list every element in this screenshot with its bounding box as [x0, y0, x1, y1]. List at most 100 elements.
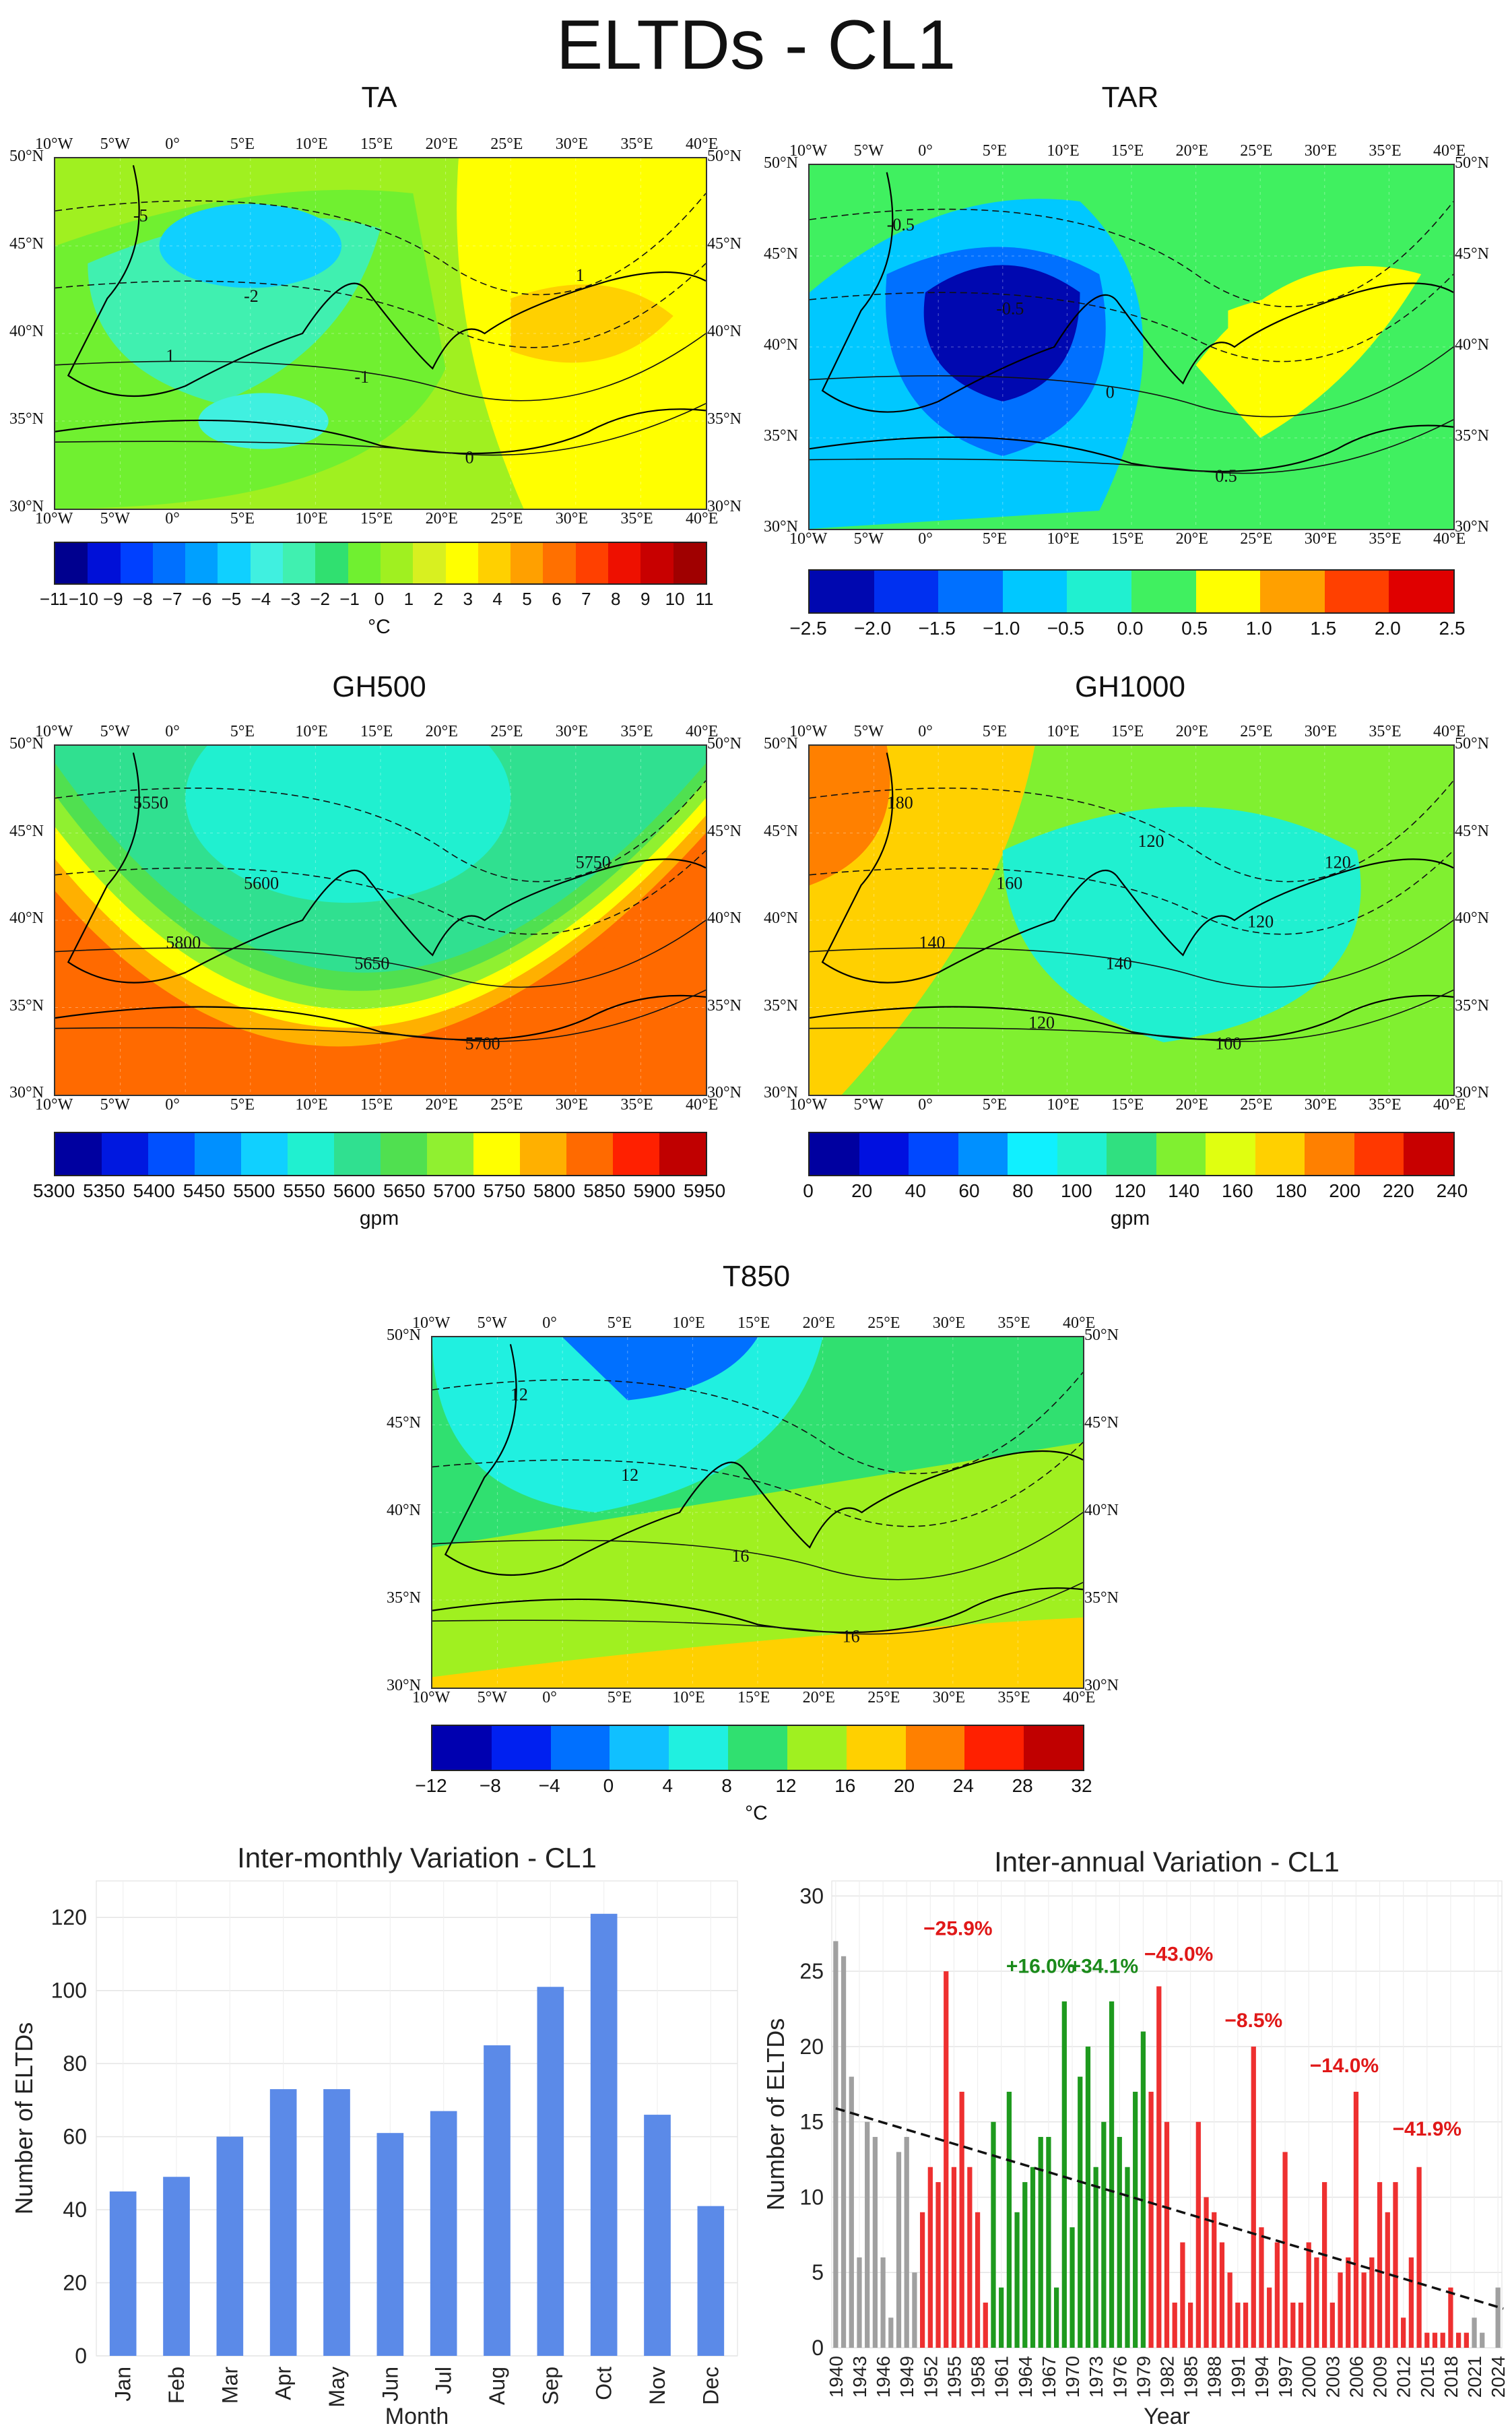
lon-tick-bottom: 20°E [1175, 530, 1208, 548]
lon-tick-bottom: 40°E [686, 1096, 719, 1114]
lon-tick-top: 40°E [1433, 142, 1466, 160]
lon-tick-top: 30°E [555, 135, 589, 153]
contour-label: 120 [1028, 1013, 1055, 1033]
map-field-gh500: 5550 5600 5650 5700 5750 5800 [55, 746, 706, 1095]
lon-tick-top: 10°W [789, 723, 828, 740]
colorbar-segment [1404, 1133, 1453, 1175]
lon-tick-bottom: 5°W [100, 510, 130, 527]
lon-tick-top: 40°E [686, 723, 719, 740]
lat-tick-left: 35°N [9, 410, 44, 428]
contour-label: 0 [1106, 383, 1115, 402]
colorbar-tick: 5850 [583, 1180, 626, 1201]
monthly-bar [376, 2133, 404, 2356]
lon-tick-bottom: 30°E [932, 1689, 966, 1706]
annual-bar [1038, 2137, 1043, 2348]
colorbar-tick: 5650 [383, 1180, 426, 1201]
colorbar-segment [938, 571, 1003, 612]
colorbar-segment [55, 1133, 102, 1175]
monthly-bar [269, 2089, 297, 2356]
colorbar-tick: 11 [695, 589, 714, 609]
annual-bar [1377, 2182, 1383, 2348]
colorbar-segment [88, 543, 121, 583]
lon-tick-bottom: 35°E [1369, 1096, 1402, 1114]
lon-tick-top: 10°W [789, 142, 828, 160]
colorbar-tick: 12 [775, 1775, 797, 1796]
monthly-xtick: Sep [538, 2367, 562, 2405]
annual-bar [1353, 2091, 1359, 2348]
annual-xtick: 2021 [1464, 2356, 1485, 2398]
annual-bar [967, 2167, 973, 2348]
annual-bar [1227, 2272, 1232, 2348]
colorbar-tick: 1.5 [1310, 618, 1337, 639]
annual-bar [1314, 2257, 1319, 2348]
annual-bar [1187, 2302, 1193, 2348]
colorbar-segment [613, 1133, 659, 1175]
lon-tick-top: 10°E [672, 1314, 705, 1332]
annual-bar [983, 2302, 988, 2348]
lat-tick-right: 35°N [1455, 996, 1489, 1015]
annual-bar [1125, 2167, 1130, 2348]
map-tar: -0.5 -0.5 0 0.5 [808, 164, 1455, 530]
lat-tick-right: 45°N [1084, 1414, 1119, 1432]
lat-tick-right: 50°N [1084, 1326, 1119, 1344]
colorbar-tick: 8 [721, 1775, 732, 1796]
colorbar-segment [728, 1726, 787, 1770]
map-field-gh1000: 180 160 140 100 120 140 120 120 120 [810, 746, 1453, 1095]
annual-annotation: −41.9% [1392, 2118, 1461, 2140]
lat-tick-left: 35°N [764, 996, 798, 1015]
lon-tick-bottom: 5°E [982, 530, 1008, 548]
annual-xtick: 1976 [1109, 2356, 1130, 2398]
lon-tick-bottom: 10°E [1047, 530, 1080, 548]
annual-bar [1338, 2272, 1343, 2348]
annual-bar [1235, 2302, 1241, 2348]
annual-xtick: 1973 [1086, 2356, 1107, 2398]
lon-tick-bottom: 15°E [1111, 1096, 1144, 1114]
lat-tick-left: 30°N [9, 498, 44, 515]
annual-annotation: −14.0% [1310, 2055, 1379, 2077]
lon-tick-bottom: 15°E [1111, 530, 1144, 548]
monthly-ylabel: Number of ELTDs [10, 2022, 38, 2214]
lon-tick-top: 10°E [295, 723, 328, 740]
colorbar-tick: 0.0 [1117, 618, 1144, 639]
colorbar-tick: 2.5 [1439, 618, 1466, 639]
colorbar-tick: 5800 [533, 1180, 576, 1201]
colorbar-tick: 10 [665, 589, 685, 609]
lon-tick-bottom: 30°E [1304, 1096, 1338, 1114]
colorbar-tick: 5500 [233, 1180, 275, 1201]
lat-tick-right: 30°N [1455, 1084, 1489, 1101]
annual-bar [872, 2137, 878, 2348]
lat-tick-left: 45°N [387, 1414, 421, 1432]
colorbar-segment [185, 543, 218, 583]
lon-tick-top: 40°E [1063, 1314, 1096, 1332]
annual-bar [1133, 2091, 1138, 2348]
contour-label: 120 [1247, 911, 1274, 931]
colorbar-tick: 2 [433, 589, 444, 609]
colorbar-unit: °C [745, 1802, 768, 1824]
lon-tick-bottom: 40°E [1433, 530, 1466, 548]
lat-tick-right: 50°N [707, 148, 742, 165]
contour-label: -0.5 [996, 298, 1024, 318]
contour-label: 5750 [576, 852, 611, 872]
colorbar-segment [1024, 1726, 1083, 1770]
colorbar-tick: 5950 [683, 1180, 726, 1201]
colorbar-tick: 60 [958, 1180, 980, 1201]
lon-tick-top: 5°W [853, 142, 884, 160]
annual-bar [935, 2182, 941, 2348]
colorbar-tick: 40 [905, 1180, 926, 1201]
colorbar-tick: 4 [662, 1775, 673, 1796]
colorbar-segment [810, 571, 874, 612]
annual-bar [1267, 2287, 1272, 2348]
colorbar-tick: 3 [463, 589, 473, 609]
lon-tick-top: 15°E [360, 723, 393, 740]
monthly-bar [697, 2206, 725, 2356]
monthly-bar [590, 1913, 618, 2356]
lat-tick-right: 45°N [1455, 245, 1489, 263]
annual-xtick: 1994 [1251, 2356, 1272, 2398]
lon-tick-bottom: 10°W [35, 510, 73, 527]
lat-tick-right: 45°N [707, 822, 742, 840]
annual-bar [1432, 2332, 1438, 2348]
colorbar-tick: −7 [162, 589, 183, 609]
colorbar-segment [1195, 571, 1261, 612]
colorbar-tick: −8 [132, 589, 153, 609]
lon-tick-bottom: 0° [918, 530, 933, 548]
